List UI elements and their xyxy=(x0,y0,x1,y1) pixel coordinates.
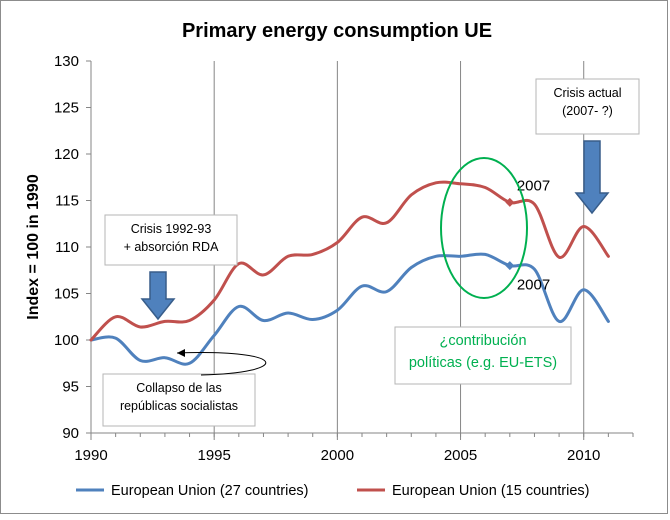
series-line-eu15 xyxy=(89,180,610,342)
collapse-note: Collapso de las repúblicas socialistas xyxy=(102,373,256,427)
collapse-note-box xyxy=(102,373,256,427)
x-tick-label: 2005 xyxy=(444,447,477,464)
chart-title: Primary energy consumption UE xyxy=(182,20,492,42)
policies-note-box xyxy=(394,326,572,385)
y-tick-label: 105 xyxy=(54,286,79,303)
y-axis-ticks: 90 95 100 105 110 115 120 125 130 xyxy=(54,53,91,442)
crisis-actual-note-text: Crisis actual xyxy=(553,86,621,100)
x-tick-label: 1995 xyxy=(197,447,230,464)
y-tick-label: 115 xyxy=(55,193,79,210)
y-tick-label: 120 xyxy=(54,146,79,163)
x-tick-label: 2000 xyxy=(321,447,354,464)
crisis-1992-note-text: + absorción RDA xyxy=(124,240,219,254)
y-axis-label: Index = 100 in 1990 xyxy=(25,174,42,320)
y-tick-label: 110 xyxy=(55,239,79,256)
crisis-actual-arrow xyxy=(574,140,610,215)
point-markers: 2007 2007 xyxy=(505,177,550,294)
y-tick-label: 125 xyxy=(54,100,79,117)
legend-label: European Union (15 countries) xyxy=(392,483,589,499)
y-tick-label: 130 xyxy=(54,53,79,70)
legend-label: European Union (27 countries) xyxy=(111,483,308,499)
y-tick-label: 90 xyxy=(62,425,79,442)
crisis-1992-arrow xyxy=(140,271,176,321)
policies-note: ¿contribución políticas (e.g. EU-ETS) xyxy=(394,326,572,385)
collapse-note-text: Collapso de las xyxy=(136,381,221,395)
crisis-1992-note: Crisis 1992-93 + absorción RDA xyxy=(104,214,238,266)
point-marker xyxy=(505,197,515,207)
annotations: Crisis 1992-93 + absorción RDA Crisis actu… xyxy=(102,78,640,427)
point-marker xyxy=(505,261,515,271)
collapse-pointer xyxy=(176,352,266,376)
legend: European Union (27 countries) European Un… xyxy=(76,483,589,499)
point-label: 2007 xyxy=(517,177,550,194)
highlight-ellipse xyxy=(440,157,528,299)
policies-note-text: políticas (e.g. EU-ETS) xyxy=(409,355,557,371)
crisis-1992-note-box xyxy=(104,214,238,266)
crisis-actual-note-box xyxy=(535,78,640,135)
collapse-pointer-head xyxy=(177,349,185,357)
crisis-actual-note-text: (2007- ?) xyxy=(562,104,613,118)
crisis-1992-note-text: Crisis 1992-93 xyxy=(131,222,212,236)
collapse-note-text: repúblicas socialistas xyxy=(120,399,238,413)
point-label: 2007 xyxy=(517,277,550,294)
policies-note-text: ¿contribución xyxy=(439,333,526,349)
x-tick-label: 1990 xyxy=(74,447,107,464)
crisis-actual-note: Crisis actual (2007- ?) xyxy=(535,78,640,135)
series-lines xyxy=(89,180,610,366)
x-tick-label: 2010 xyxy=(567,447,600,464)
series-line-eu27 xyxy=(89,252,610,366)
x-axis-ticks: 1990 1995 2000 2005 2010 xyxy=(74,433,634,464)
y-tick-label: 100 xyxy=(54,332,79,349)
y-tick-label: 95 xyxy=(62,379,79,396)
